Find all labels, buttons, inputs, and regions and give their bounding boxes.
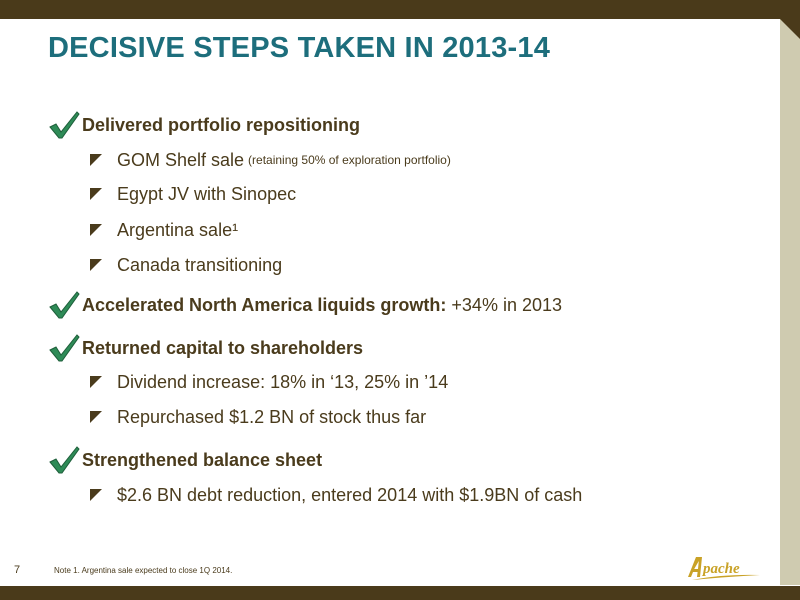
page-number: 7 [14, 564, 21, 576]
sub-bullet-3-1-text: Dividend increase: 18% in ‘13, 25% in ’1… [117, 371, 449, 392]
corner-accent [780, 19, 800, 39]
sub-bullet-4-1: $2.6 BN debt reduction, entered 2014 wit… [90, 482, 582, 508]
bullet-2: Accelerated North America liquids growth… [48, 290, 562, 320]
right-strip [780, 19, 800, 585]
bullet-2-text: Accelerated North America liquids growth… [82, 294, 447, 315]
arrow-bullet-icon [90, 489, 102, 501]
arrow-bullet-icon [90, 376, 102, 388]
bullet-4-text: Strengthened balance sheet [82, 449, 323, 470]
slide-title: DECISIVE STEPS TAKEN IN 2013-14 [48, 32, 551, 64]
arrow-bullet-icon [90, 154, 102, 166]
bullet-3: Returned capital to shareholders [48, 333, 363, 363]
sub-bullet-1-3-text: Argentina sale¹ [117, 219, 239, 240]
arrow-bullet-icon [90, 411, 102, 423]
bullet-1-text: Delivered portfolio repositioning [82, 114, 361, 135]
checkmark-icon [49, 334, 80, 362]
bullet-1: Delivered portfolio repositioning [48, 110, 360, 140]
bullet-4: Strengthened balance sheet [48, 445, 322, 475]
sub-bullet-1-1-text: GOM Shelf sale [117, 149, 245, 170]
apache-logo: pache [688, 557, 760, 580]
checkmark-icon [49, 111, 80, 139]
footnote: Note 1. Argentina sale expected to close… [54, 566, 233, 575]
sub-bullet-1-1-note: (retaining 50% of exploration portfolio) [248, 153, 451, 167]
sub-bullet-3-2-text: Repurchased $1.2 BN of stock thus far [117, 406, 427, 427]
bullet-3-text: Returned capital to shareholders [82, 337, 364, 358]
sub-bullet-4-1-text: $2.6 BN debt reduction, entered 2014 wit… [117, 484, 583, 505]
bullet-2-suffix: +34% in 2013 [446, 294, 562, 315]
sub-bullet-3-1: Dividend increase: 18% in ‘13, 25% in ’1… [90, 369, 448, 395]
arrow-bullet-icon [90, 224, 102, 236]
bottom-bar [0, 586, 800, 600]
top-bar [0, 0, 800, 19]
sub-bullet-1-2-text: Egypt JV with Sinopec [117, 183, 297, 204]
checkmark-icon [49, 291, 80, 319]
sub-bullet-1-4: Canada transitioning [90, 252, 282, 278]
checkmark-icon [49, 446, 80, 474]
arrow-bullet-icon [90, 188, 102, 200]
arrow-bullet-icon [90, 259, 102, 271]
sub-bullet-1-3: Argentina sale¹ [90, 217, 238, 243]
sub-bullet-1-4-text: Canada transitioning [117, 254, 283, 275]
svg-text:pache: pache [701, 561, 740, 577]
sub-bullet-1-2: Egypt JV with Sinopec [90, 181, 296, 207]
sub-bullet-3-2: Repurchased $1.2 BN of stock thus far [90, 404, 426, 430]
sub-bullet-1-1: GOM Shelf sale (retaining 50% of explora… [90, 147, 451, 173]
